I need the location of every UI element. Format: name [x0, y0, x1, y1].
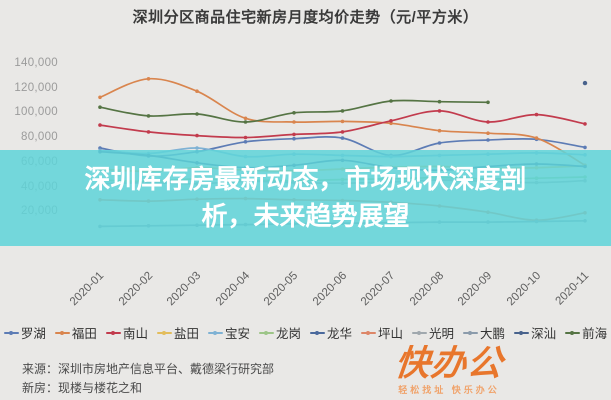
data-point [146, 114, 151, 118]
data-point [437, 109, 442, 113]
data-point [486, 131, 490, 135]
source-line-1: 来源：深圳市房地产信息平台、戴德梁行研究部 [22, 362, 275, 376]
data-point [389, 121, 393, 126]
data-point [340, 136, 345, 140]
legend-label: 南山 [122, 327, 148, 341]
data-point [146, 77, 151, 81]
data-point [292, 132, 296, 137]
legend-label: 盐田 [173, 327, 199, 341]
brand-logo-tagline: 轻松找址 快乐办公 [398, 385, 500, 395]
series-前海 [98, 99, 490, 124]
data-point [195, 112, 199, 116]
legend-marker-icon [514, 329, 530, 337]
legend-item-大鹏[interactable]: 大鹏 [463, 323, 505, 342]
legend-marker-icon [412, 329, 428, 337]
data-point [340, 109, 345, 113]
legend-item-深汕[interactable]: 深汕 [514, 323, 556, 342]
data-point [583, 145, 587, 150]
legend-marker-icon [3, 329, 19, 337]
legend-label: 前海 [582, 327, 608, 341]
legend-label: 罗湖 [20, 327, 46, 341]
legend-item-盐田[interactable]: 盐田 [156, 323, 199, 342]
legend-label: 光明 [429, 327, 455, 341]
data-point [243, 116, 248, 121]
legend-item-光明[interactable]: 光明 [412, 323, 454, 342]
series-南山 [98, 109, 587, 140]
data-point [486, 120, 490, 124]
data-point [292, 120, 296, 124]
legend-label: 宝安 [224, 327, 250, 341]
source-note: 来源：深圳市房地产信息平台、戴德梁行研究部 新房：现楼与楼花之和 [22, 360, 274, 398]
legend-marker-icon [54, 329, 70, 337]
data-point [292, 136, 296, 141]
legend-marker-icon [207, 329, 223, 337]
data-point [98, 95, 102, 100]
legend-label: 大鹏 [480, 327, 506, 341]
legend-label: 深汕 [531, 327, 557, 341]
brand-logo: 快办公 轻松找址 快乐办公 [374, 344, 524, 396]
legend-item-龙岗[interactable]: 龙岗 [258, 323, 301, 342]
legend-label: 龙岗 [275, 327, 301, 341]
data-point [534, 136, 539, 140]
legend-item-南山[interactable]: 南山 [105, 323, 148, 342]
y-tick-label: 120,000 [14, 81, 58, 94]
data-point [243, 135, 248, 140]
chart-title: 深圳分区商品住宅新房月度均价走势（元/平方米） [132, 9, 479, 26]
chart-legend: 罗湖 福田 南山 盐田 宝安 龙岗 龙华 坪山 光明 大鹏 深汕 前海 [0, 323, 611, 342]
legend-marker-icon [310, 329, 325, 337]
data-point [98, 105, 102, 109]
data-point [195, 133, 199, 138]
legend-marker-icon [565, 329, 581, 337]
y-tick-label: 80,000 [21, 131, 58, 144]
legend-item-福田[interactable]: 福田 [54, 323, 97, 342]
data-point [437, 99, 442, 104]
data-point [340, 119, 345, 124]
series-深汕 [582, 80, 588, 86]
legend-marker-icon [105, 329, 121, 337]
data-point [243, 140, 248, 144]
legend-marker-icon [156, 329, 172, 337]
legend-label: 坪山 [378, 327, 404, 341]
data-point [340, 130, 345, 134]
source-line-2: 新房：现楼与楼花之和 [22, 381, 143, 395]
data-point [195, 146, 199, 150]
headline-overlay-band: 深圳库存房最新动态，市场现状深度剖析，未来趋势展望 [0, 150, 611, 246]
data-point [437, 141, 442, 145]
y-tick-label: 140,000 [14, 57, 58, 69]
legend-item-坪山[interactable]: 坪山 [361, 323, 403, 342]
legend-marker-icon [463, 329, 479, 337]
data-point [243, 120, 248, 124]
legend-item-前海[interactable]: 前海 [565, 323, 607, 342]
data-point [195, 89, 199, 93]
brand-logo-wordmark: 快办公 [392, 344, 506, 383]
data-point [583, 122, 587, 126]
legend-label: 龙华 [327, 327, 353, 341]
data-point [389, 99, 393, 103]
data-point [486, 100, 490, 105]
legend-item-龙华[interactable]: 龙华 [310, 323, 352, 342]
legend-marker-icon [258, 329, 274, 337]
legend-label: 福田 [71, 327, 97, 341]
y-tick-label: 100,000 [14, 106, 58, 119]
data-point [146, 130, 151, 134]
legend-marker-icon [361, 329, 377, 337]
data-point [582, 80, 588, 86]
data-point [292, 111, 296, 115]
data-point [534, 112, 539, 117]
legend-item-宝安[interactable]: 宝安 [207, 323, 250, 342]
data-point [437, 128, 442, 133]
data-point [98, 123, 102, 127]
data-point [389, 119, 393, 123]
headline-text: 深圳库存房最新动态，市场现状深度剖析，未来趋势展望 [84, 164, 527, 231]
legend-item-罗湖[interactable]: 罗湖 [3, 323, 46, 342]
data-point [486, 138, 490, 142]
